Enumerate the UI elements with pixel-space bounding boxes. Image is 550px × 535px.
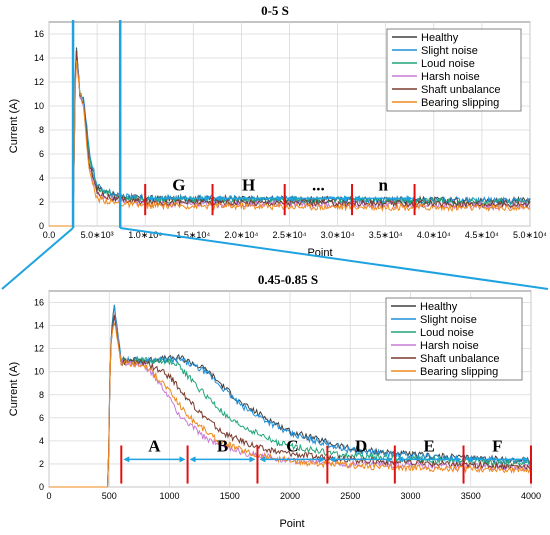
chart-2-segment-arrowhead — [386, 456, 393, 463]
chart-2-ytick-label: 8 — [39, 390, 44, 400]
chart-1-ytick-label: 4 — [39, 173, 44, 183]
chart-1-segment-arrowhead — [406, 195, 413, 202]
chart-1-segment-arrowhead — [276, 195, 283, 202]
chart-2-xtick-label: 2000 — [280, 491, 300, 501]
chart-2-ytick-label: 6 — [39, 413, 44, 423]
chart-1-segment-arrowhead — [214, 195, 221, 202]
chart-1-ytick-label: 16 — [34, 29, 44, 39]
chart-2-ytick-label: 4 — [39, 436, 44, 446]
chart-2-ytick-label: 10 — [34, 367, 44, 377]
chart-1-xtick-label: 5.0∗10⁴ — [513, 230, 547, 240]
chart-1-ytick-label: 12 — [34, 77, 44, 87]
chart-1-segment-label: G — [172, 175, 185, 194]
chart-1-legend-label: Loud noise — [421, 58, 475, 70]
chart-1-segment-label: ... — [312, 175, 325, 194]
chart-2-segment-label: C — [286, 436, 298, 455]
chart-1-legend-label: Slight noise — [421, 45, 478, 57]
chart-1-legend-label: Healthy — [421, 32, 459, 44]
chart-1-ytick-label: 14 — [34, 53, 44, 63]
chart-1-title: 0-5 S — [261, 3, 289, 18]
chart-2-ytick-label: 2 — [39, 459, 44, 469]
chart-2-xtick-label: 1500 — [220, 491, 240, 501]
chart-2-ytick-label: 14 — [34, 321, 44, 331]
chart-1-xtick-label: 3.0∗10⁴ — [321, 230, 355, 240]
chart-1-ytick-label: 8 — [39, 125, 44, 135]
chart-1-xtick-label: 4.0∗10⁴ — [417, 230, 451, 240]
chart-1-segment-arrowhead — [204, 195, 211, 202]
chart-2-segment-arrowhead — [189, 456, 196, 463]
chart-1-xtick-label: 4.5∗10⁴ — [465, 230, 499, 240]
chart-2-legend-label: Slight noise — [420, 314, 477, 326]
chart-2-segment-arrowhead — [455, 456, 462, 463]
chart-2-segment-label: F — [492, 436, 502, 455]
chart-2-segment-arrowhead — [329, 456, 336, 463]
chart-2-segment-label: B — [217, 436, 228, 455]
chart-1-legend-label: Harsh noise — [421, 71, 480, 83]
chart-2-segment-label: A — [148, 436, 161, 455]
chart-1-segment-arrowhead — [354, 195, 361, 202]
chart-2-xtick-label: 500 — [102, 491, 117, 501]
chart-2-title: 0.45-0.85 S — [258, 272, 318, 287]
chart-2-segment-arrowhead — [259, 456, 266, 463]
chart-2-segment-label: E — [424, 436, 435, 455]
chart-2-segment-arrowhead — [523, 456, 529, 463]
chart-1-xtick-label: 1.5∗10⁴ — [176, 230, 210, 240]
zoom-connector-left — [1, 227, 74, 290]
chart-1-series-line — [49, 53, 531, 227]
chart-2-xlabel: Point — [279, 518, 304, 530]
chart-2-legend-label: Bearing slipping — [420, 366, 498, 378]
chart-2-segment-arrowhead — [465, 456, 472, 463]
chart-1-segment-arrowhead — [147, 195, 154, 202]
chart-2-ytick-label: 12 — [34, 344, 44, 354]
zoom-connector-right — [120, 227, 549, 290]
chart-2-xtick-label: 4000 — [521, 491, 541, 501]
chart-2-legend-label: Healthy — [420, 301, 458, 313]
chart-2-xtick-label: 3500 — [461, 491, 481, 501]
chart-2-xtick-label: 0 — [46, 491, 51, 501]
chart-1-series-line — [49, 60, 531, 227]
chart-1-ytick-label: 2 — [39, 197, 44, 207]
chart-2-segment-arrowhead — [179, 456, 186, 463]
chart-1-xtick-label: 2.0∗10⁴ — [224, 230, 258, 240]
chart-1-xtick-label: 1.0∗10⁴ — [128, 230, 162, 240]
chart-2-series-line — [49, 322, 532, 488]
chart-2-ytick-label: 16 — [34, 298, 44, 308]
chart-2-legend-label: Shaft unbalance — [420, 353, 500, 365]
chart-1-segment-label: n — [379, 175, 389, 194]
chart-1-xtick-label: 0.0 — [43, 230, 56, 240]
chart-1-legend — [386, 28, 522, 112]
chart-2-segment-arrowhead — [319, 456, 326, 463]
chart-1-legend-label: Shaft unbalance — [421, 84, 501, 96]
chart-1-ylabel: Current (A) — [8, 99, 20, 153]
chart-2-xtick-label: 2500 — [340, 491, 360, 501]
chart-2-segment-label: D — [355, 436, 367, 455]
chart-2-segment-arrowhead — [123, 456, 130, 463]
chart-2-xtick-label: 3000 — [400, 491, 420, 501]
chart-1-ytick-label: 6 — [39, 149, 44, 159]
chart-1-segment-label: H — [242, 175, 255, 194]
chart-2-legend-label: Loud noise — [420, 327, 474, 339]
chart-2-ytick-label: 0 — [39, 482, 44, 492]
chart-1-segment-arrowhead — [286, 195, 293, 202]
chart-2-segment-arrowhead — [249, 456, 256, 463]
chart-2-ylabel: Current (A) — [8, 362, 20, 416]
chart-1-xtick-label: 5.0∗10³ — [81, 230, 114, 240]
chart-2-xtick-label: 1000 — [159, 491, 179, 501]
chart-1-xtick-label: 2.5∗10⁴ — [273, 230, 307, 240]
chart-1-ytick-label: 0 — [39, 221, 44, 231]
chart-2-legend-label: Harsh noise — [420, 340, 479, 352]
chart-1-segment-arrowhead — [344, 195, 351, 202]
chart-1-legend-label: Bearing slipping — [421, 97, 499, 109]
chart-1-xtick-label: 3.5∗10⁴ — [369, 230, 403, 240]
chart-1-ytick-label: 10 — [34, 101, 44, 111]
chart-2-legend — [385, 297, 523, 381]
chart-2-segment-arrowhead — [396, 456, 403, 463]
